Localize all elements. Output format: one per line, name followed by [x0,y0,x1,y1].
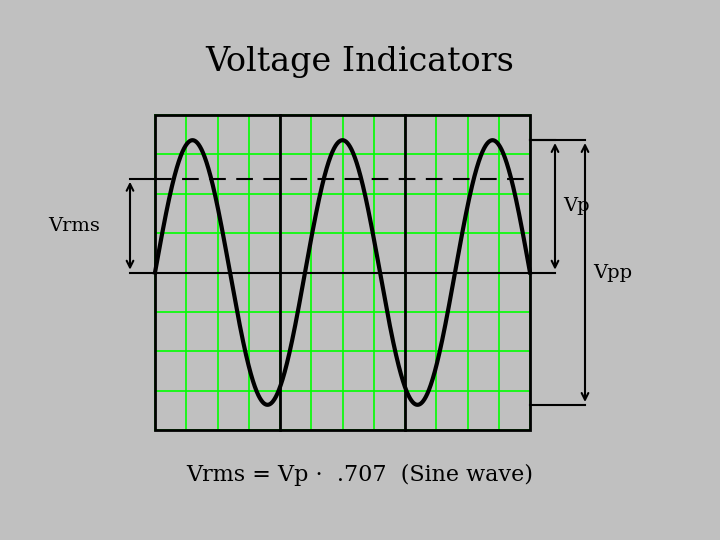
Text: Vp: Vp [563,197,590,215]
Text: Vpp: Vpp [593,264,632,281]
Bar [155,115,530,430]
Text: Vrms: Vrms [48,217,100,235]
Text: Vrms = Vp ·  .707  (Sine wave): Vrms = Vp · .707 (Sine wave) [186,464,534,486]
Bar [155,115,530,430]
Text: Voltage Indicators: Voltage Indicators [206,46,514,78]
